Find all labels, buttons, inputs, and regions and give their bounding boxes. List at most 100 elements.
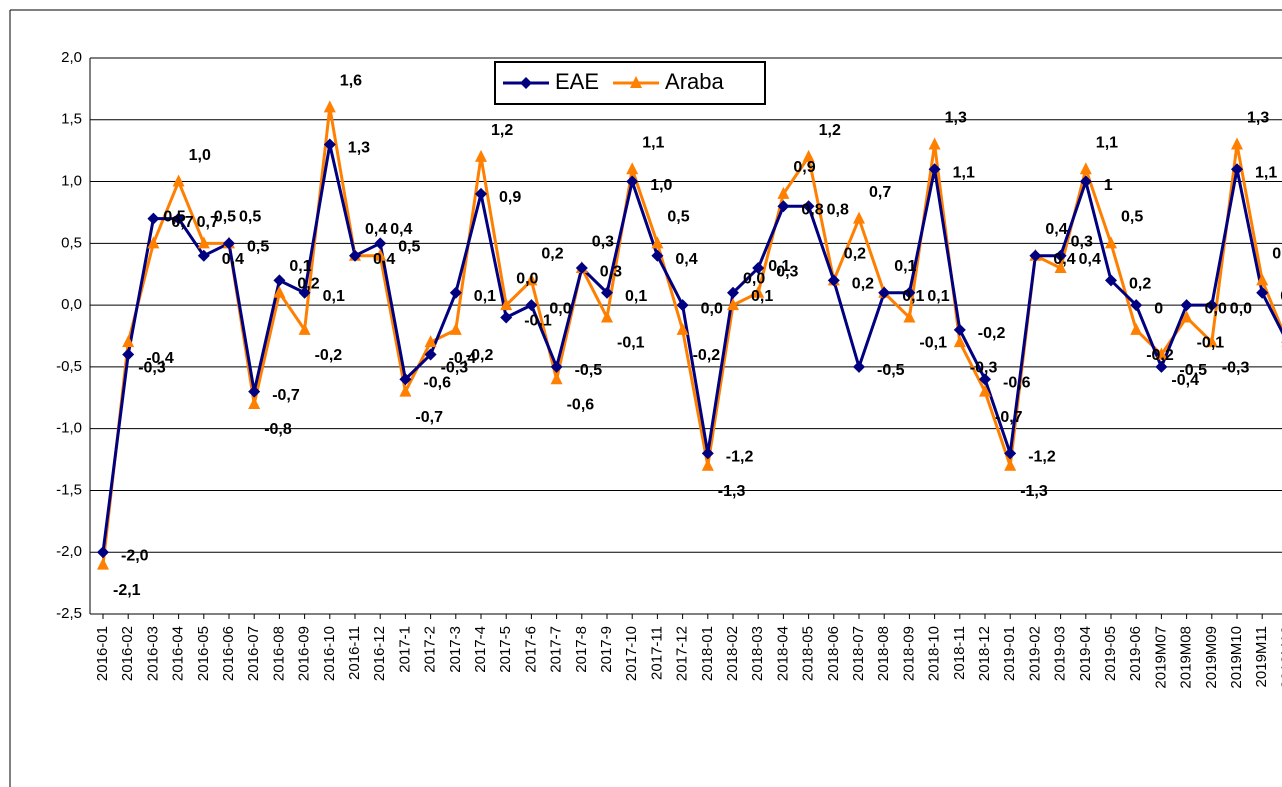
- data-label: 0,4: [373, 251, 395, 268]
- data-label: 0,5: [163, 209, 185, 226]
- data-label: 1,1: [642, 134, 664, 151]
- y-tick-label: 2,0: [61, 49, 82, 66]
- data-label: 1,0: [650, 177, 672, 194]
- marker: [903, 310, 916, 323]
- data-label: 0,7: [869, 184, 891, 201]
- x-tick-label: 2018-01: [699, 626, 716, 681]
- marker: [374, 237, 387, 250]
- marker: [1130, 299, 1143, 312]
- data-label: 1,3: [348, 140, 370, 157]
- data-label: 1,6: [340, 73, 362, 90]
- x-tick-label: 2018-12: [976, 626, 993, 681]
- x-tick-label: 2017-9: [598, 626, 615, 673]
- x-tick-label: 2019-03: [1052, 626, 1069, 681]
- marker: [651, 249, 664, 262]
- data-label: -0,1: [524, 313, 552, 330]
- marker: [197, 236, 210, 249]
- marker: [1054, 261, 1067, 274]
- data-label: 0,2: [1129, 276, 1151, 293]
- data-label: 0,2: [297, 276, 319, 293]
- marker: [1231, 137, 1243, 150]
- marker: [1105, 236, 1117, 249]
- data-label: 0,8: [801, 201, 823, 218]
- x-tick-label: 2016-02: [119, 626, 136, 681]
- marker: [525, 299, 538, 312]
- x-tick-label: 2017-12: [674, 626, 691, 681]
- data-label: 0,9: [793, 159, 815, 176]
- marker: [953, 323, 966, 336]
- x-tick-label: 2016-10: [321, 626, 338, 681]
- marker: [1155, 347, 1168, 360]
- marker: [248, 396, 261, 409]
- data-label: 0,2: [1272, 246, 1282, 263]
- marker: [172, 174, 185, 187]
- marker: [500, 298, 513, 311]
- data-label: 0,4: [675, 251, 697, 268]
- data-label: 0,7: [197, 214, 219, 231]
- marker: [298, 322, 311, 335]
- marker: [1205, 299, 1218, 312]
- x-tick-label: 2019M07: [1152, 626, 1169, 689]
- marker: [97, 546, 109, 559]
- data-label: 0,3: [592, 233, 614, 250]
- marker: [630, 76, 643, 88]
- x-tick-label: 2019-05: [1102, 626, 1119, 681]
- data-label: 1,1: [1255, 164, 1277, 181]
- x-tick-label: 2018-09: [900, 626, 917, 681]
- data-label: 0,3: [776, 263, 798, 280]
- marker: [651, 236, 664, 249]
- x-tick-label: 2016-04: [170, 626, 187, 681]
- x-tick-label: 2017-8: [573, 626, 590, 673]
- data-label: 0,4: [222, 251, 244, 268]
- marker: [727, 286, 739, 299]
- marker: [374, 248, 387, 261]
- series-line: [101, 144, 1282, 553]
- data-label: -0,2: [466, 347, 494, 364]
- x-tick-label: 2017-7: [548, 626, 565, 673]
- marker: [424, 348, 437, 361]
- marker: [1079, 162, 1092, 175]
- marker: [1004, 458, 1017, 471]
- marker: [550, 372, 563, 385]
- x-tick-label: 2017-3: [447, 626, 464, 673]
- data-label: 0,5: [239, 209, 261, 226]
- data-label: 0,4: [1053, 251, 1075, 268]
- marker: [777, 200, 790, 213]
- data-label: -0,6: [567, 396, 595, 413]
- marker: [827, 274, 840, 287]
- x-tick-label: 2018-04: [774, 626, 791, 681]
- data-label: 0,0: [549, 300, 571, 317]
- data-label: 0: [1154, 300, 1163, 317]
- marker: [601, 310, 613, 323]
- marker: [1079, 175, 1092, 188]
- marker: [701, 458, 714, 471]
- data-label: 0,1: [474, 288, 496, 305]
- x-tick-label: 2016-01: [94, 626, 111, 681]
- data-label: 1,2: [819, 122, 841, 139]
- marker: [701, 447, 714, 460]
- marker: [676, 299, 689, 312]
- marker: [802, 200, 815, 213]
- data-label: -0,5: [1179, 362, 1207, 379]
- marker: [601, 286, 613, 299]
- data-label: 0,5: [398, 239, 420, 256]
- data-label: 0,1: [894, 258, 916, 275]
- data-label: 1,1: [1096, 134, 1118, 151]
- marker: [903, 286, 916, 299]
- marker: [1155, 360, 1168, 373]
- data-label: 1,1: [953, 164, 975, 181]
- marker: [953, 335, 966, 348]
- data-label: -0,4: [449, 350, 477, 367]
- marker: [1004, 447, 1017, 460]
- x-tick-label: 2019M10: [1228, 626, 1245, 689]
- y-tick-label: 1,5: [61, 111, 82, 128]
- data-label: 0,5: [247, 239, 269, 256]
- data-label: -0,1: [1197, 335, 1225, 352]
- x-tick-label: 2019-04: [1077, 626, 1094, 681]
- data-label: -0,3: [970, 359, 998, 376]
- data-label: 1,0: [189, 147, 211, 164]
- marker: [626, 175, 639, 188]
- x-tick-label: 2018-05: [800, 626, 817, 681]
- x-tick-label: 2019M08: [1178, 626, 1195, 689]
